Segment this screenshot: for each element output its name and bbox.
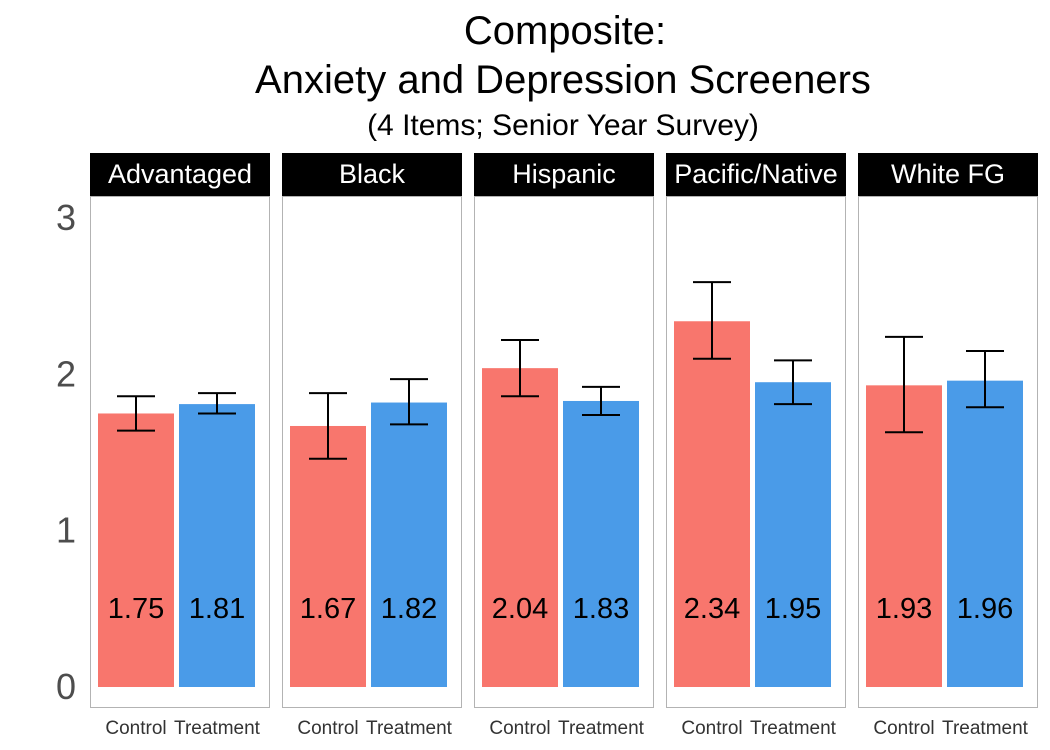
bar-control: [674, 321, 750, 687]
error-bar: [966, 349, 1004, 409]
y-tick-label: 2: [56, 353, 76, 394]
bar-control: [482, 368, 558, 687]
facet-panel: Hispanic 2.04 Control 1.83 Treatment: [474, 153, 654, 739]
x-tick-label: Treatment: [942, 718, 1029, 739]
x-tick-label: Control: [297, 718, 358, 739]
facet-strip-label: Pacific/Native: [674, 159, 838, 189]
x-tick-label: Treatment: [558, 718, 645, 739]
bar-value-label: 2.34: [684, 593, 740, 625]
x-tick-label: Control: [873, 718, 934, 739]
bar-control: [866, 385, 942, 687]
facet-strip: [858, 153, 1038, 196]
bar-treatment: [755, 382, 831, 687]
facet-strip: [282, 153, 462, 196]
bar-control: [98, 413, 174, 687]
panel-border: [858, 196, 1038, 708]
y-tick-label: 3: [56, 197, 76, 238]
facet-strip: [474, 153, 654, 196]
facet-strip-label: Black: [339, 159, 406, 189]
error-bar: [885, 335, 923, 434]
bar-value-label: 1.75: [108, 593, 164, 625]
facet-panels: Advantaged 1.75 Control 1.81 Treatment Black 1…: [90, 153, 1038, 739]
error-bar: [198, 392, 236, 415]
bar-value-label: 1.67: [300, 593, 356, 625]
x-tick-label: Control: [105, 718, 166, 739]
bar-value-label: 2.04: [492, 593, 548, 625]
bar-value-label: 1.95: [765, 593, 821, 625]
facet-strip-label: Advantaged: [108, 159, 252, 189]
bar-value-label: 1.93: [876, 593, 932, 625]
bar-treatment: [371, 402, 447, 687]
x-tick-label: Control: [681, 718, 742, 739]
bar-value-label: 1.82: [381, 593, 437, 625]
bar-value-label: 1.81: [189, 593, 245, 625]
bar-treatment: [179, 404, 255, 687]
error-bar: [309, 392, 347, 460]
x-tick-label: Treatment: [366, 718, 453, 739]
panel-border: [90, 196, 270, 708]
facet-panel: White FG 1.93 Control 1.96 Treatment: [858, 153, 1038, 739]
facet-strip: [90, 153, 270, 196]
error-bar: [693, 281, 731, 360]
chart-title-line1: Composite:: [464, 9, 666, 53]
y-tick-label: 1: [56, 510, 76, 551]
error-bar: [582, 385, 620, 417]
facet-strip-label: Hispanic: [512, 159, 616, 189]
y-tick-label: 0: [56, 666, 76, 707]
panel-border: [666, 196, 846, 708]
chart-subtitle: (4 Items; Senior Year Survey): [367, 109, 759, 142]
facet-strip: [666, 153, 846, 196]
panel-border: [282, 196, 462, 708]
x-tick-label: Control: [489, 718, 550, 739]
facet-panel: Advantaged 1.75 Control 1.81 Treatment: [90, 153, 270, 739]
bar-treatment: [563, 400, 639, 687]
x-tick-label: Treatment: [174, 718, 261, 739]
error-bar: [501, 339, 539, 398]
facet-panel: Black 1.67 Control 1.82 Treatment: [282, 153, 462, 739]
bar-value-label: 1.96: [957, 593, 1013, 625]
facet-panel: Pacific/Native 2.34 Control 1.95 Treatment: [666, 153, 846, 739]
bar-treatment: [947, 380, 1023, 687]
bar-control: [290, 425, 366, 687]
chart-title-line2: Anxiety and Depression Screeners: [255, 58, 871, 102]
error-bar: [390, 378, 428, 426]
error-bar: [774, 359, 812, 406]
panel-border: [474, 196, 654, 708]
x-tick-label: Treatment: [750, 718, 837, 739]
y-axis: 0 1 2 3: [56, 197, 76, 707]
facet-strip-label: White FG: [891, 159, 1005, 189]
bar-value-label: 1.83: [573, 593, 629, 625]
error-bar: [117, 395, 155, 432]
